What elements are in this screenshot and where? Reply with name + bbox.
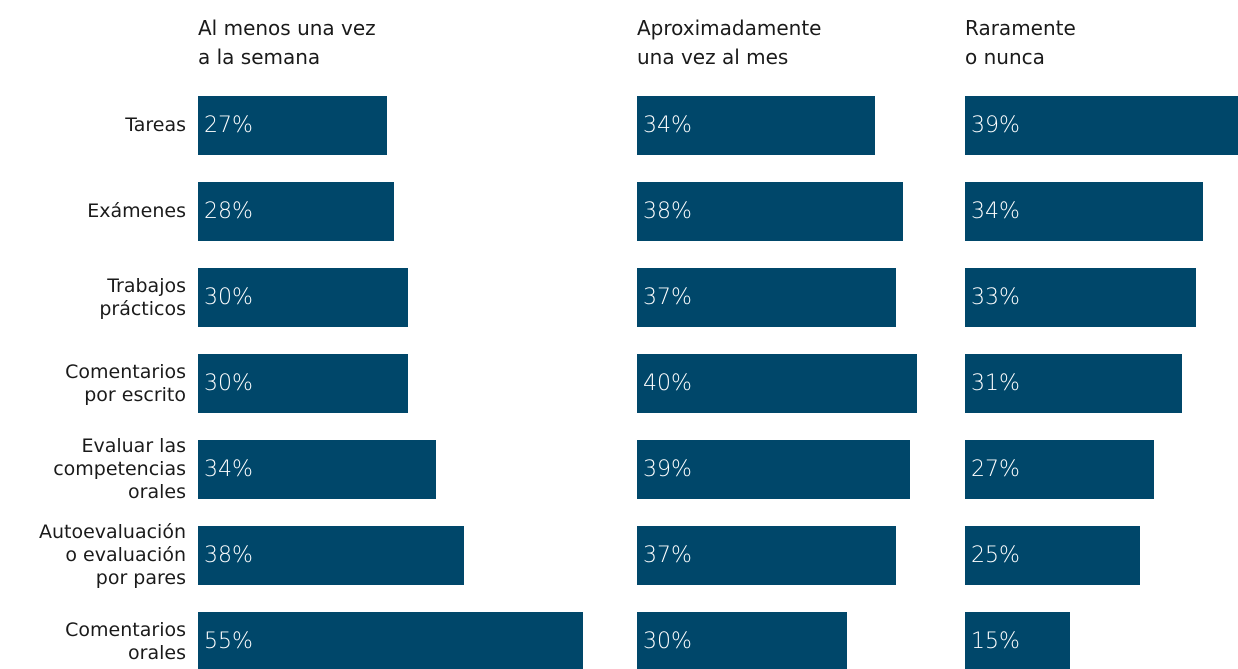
value-label: 27% (204, 113, 253, 138)
bar (965, 96, 1238, 155)
value-label: 30% (643, 629, 692, 654)
bar (965, 268, 1196, 327)
value-label: 30% (204, 371, 253, 396)
bar (965, 612, 1070, 669)
bar (198, 354, 408, 413)
bar (198, 182, 394, 241)
bar (965, 526, 1140, 585)
value-label: 27% (971, 457, 1020, 482)
bar (637, 268, 896, 327)
value-label: 37% (643, 285, 692, 310)
bar (965, 354, 1182, 413)
bar (637, 440, 910, 499)
category-label: Tareas (125, 114, 186, 136)
bar (198, 440, 436, 499)
value-label: 39% (643, 457, 692, 482)
value-label: 34% (204, 457, 253, 482)
category-label: Exámenes (87, 200, 186, 222)
category-label: Comentarios por escrito (65, 360, 186, 406)
value-label: 25% (971, 543, 1020, 568)
value-label: 40% (643, 371, 692, 396)
value-label: 31% (971, 371, 1020, 396)
value-label: 39% (971, 113, 1020, 138)
bar (965, 182, 1203, 241)
bar (637, 526, 896, 585)
value-label: 38% (643, 199, 692, 224)
bar (637, 354, 917, 413)
bar (637, 612, 847, 669)
category-label: Comentarios orales (65, 618, 186, 664)
value-label: 55% (204, 629, 253, 654)
value-label: 15% (971, 629, 1020, 654)
bar (965, 440, 1154, 499)
value-label: 34% (971, 199, 1020, 224)
category-label: Trabajos prácticos (99, 274, 186, 320)
value-label: 37% (643, 543, 692, 568)
category-label: Autoevaluación o evaluación por pares (38, 521, 186, 589)
value-label: 33% (971, 285, 1020, 310)
value-label: 28% (204, 199, 253, 224)
column-header: Al menos una vez a la semana (198, 16, 376, 69)
value-label: 30% (204, 285, 253, 310)
column-header: Raramente o nunca (965, 16, 1076, 69)
column-header: Aproximadamente una vez al mes (637, 16, 822, 69)
bar (637, 96, 875, 155)
value-label: 34% (643, 113, 692, 138)
bar (198, 612, 583, 669)
bar (198, 268, 408, 327)
bar (637, 182, 903, 241)
bar (198, 526, 464, 585)
category-label: Evaluar las competencias orales (53, 435, 186, 503)
bar (198, 96, 387, 155)
value-label: 38% (204, 543, 253, 568)
